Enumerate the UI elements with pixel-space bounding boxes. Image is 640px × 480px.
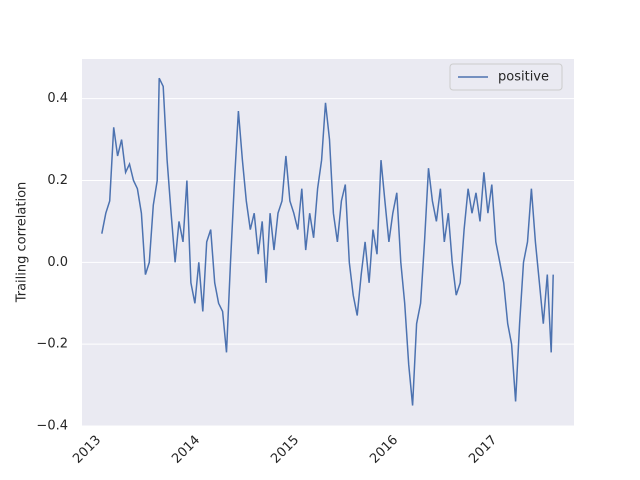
y-tick-label: −0.4	[36, 419, 68, 434]
x-tick-label: 2014	[169, 433, 203, 467]
y-tick-label: 0.4	[47, 91, 68, 106]
y-tick-label: 0.0	[47, 255, 68, 270]
x-tick-label: 2017	[466, 433, 500, 467]
legend-box	[449, 63, 563, 91]
y-tick-label: 0.2	[47, 173, 68, 188]
y-tick-label: −0.2	[36, 337, 68, 352]
y-axis-label: Trailing correlation	[15, 182, 30, 304]
x-tick-label: 2013	[70, 433, 104, 467]
plot-area	[82, 59, 574, 426]
legend-label: positive	[498, 70, 549, 85]
data-line	[101, 77, 554, 406]
x-tick-label: 2016	[367, 433, 401, 467]
x-tick-label: 2015	[268, 433, 302, 467]
